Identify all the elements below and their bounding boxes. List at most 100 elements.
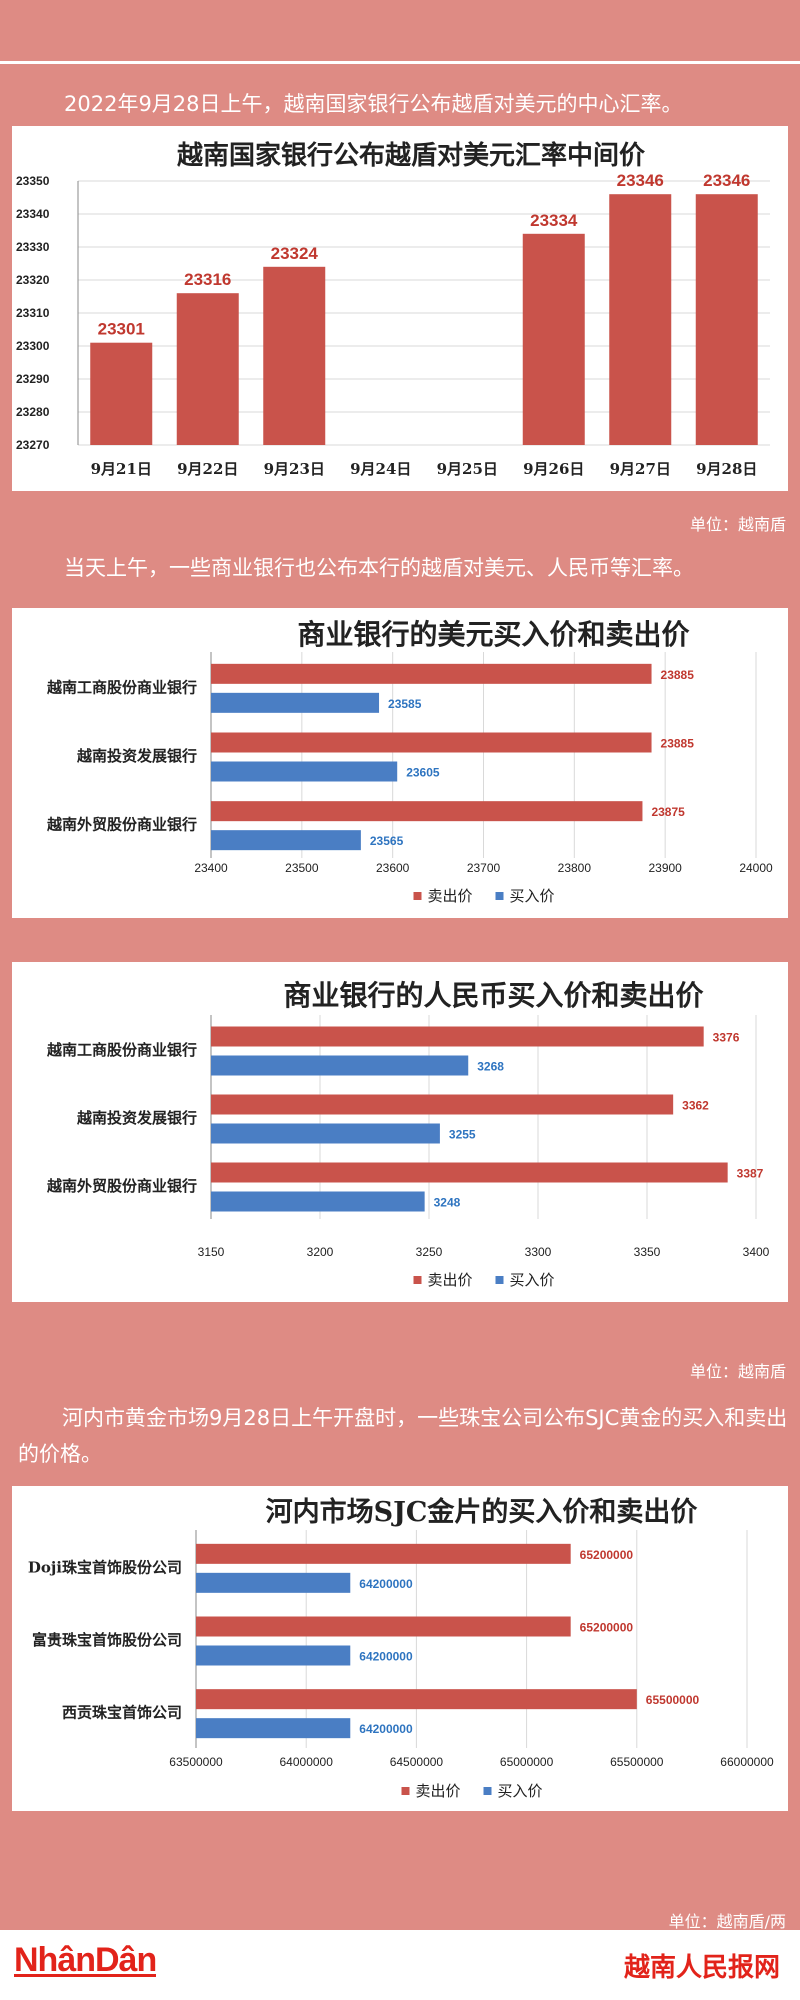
x-tick-label: 9月21日 [91,460,152,478]
legend-swatch-sell [401,1787,410,1795]
nhandan-logo: NhânDân [14,1941,157,1980]
chart-panel-cny: 商业银行的人民币买入价和卖出价 3150 3200 3250 3300 3350 3400 3… [12,962,788,1302]
bar [695,194,758,445]
bar [263,266,326,445]
x-tick-label: 65000000 [500,1755,554,1769]
bar-buy [196,1645,351,1666]
legend-label-buy: 买入价 [510,1271,555,1289]
data-label-sell: 23885 [661,737,695,751]
y-tick-label: 23290 [16,372,50,386]
footer-band [0,1930,800,2000]
y-tick-label: 23350 [16,174,50,188]
gold-price-chart: 河内市场SJC金片的买入价和卖出价 63500000 64000000 6450000… [28,1496,774,1800]
y-tick-label: 23300 [16,339,50,353]
bar [609,194,672,445]
legend-label-buy: 买入价 [510,887,555,905]
data-label-buy: 3248 [434,1196,461,1210]
x-tick-label: 65500000 [610,1755,664,1769]
data-label-buy: 23585 [388,697,422,711]
legend-label-sell: 卖出价 [428,887,473,905]
usd-rate-chart: 商业银行的美元买入价和卖出价 23400 23500 23600 23700 23800 2… [46,618,773,905]
intro-paragraph-1: 2022年9月28日上午，越南国家银行公布越盾对美元的中心汇率。 [64,92,683,116]
x-tick-label: 3150 [198,1245,225,1259]
x-tick-label: 9月28日 [696,460,757,478]
legend-label-sell: 卖出价 [428,1271,473,1289]
bar-buy [196,1718,351,1739]
chart-title: 河内市场SJC金片的买入价和卖出价 [266,1496,699,1528]
bar-buy [211,830,361,851]
x-tick-label: 3250 [416,1245,443,1259]
bar-sell [211,1094,674,1115]
unit-label-1: 单位：越南盾 [689,515,786,534]
central-rate-chart: 越南国家银行公布越盾对美元汇率中间价 23270 23280 23290 23300 23… [16,140,770,478]
bar-sell [196,1689,637,1710]
data-label: 23346 [703,171,750,190]
legend-swatch-sell [413,1276,422,1284]
x-tick-label: 23800 [558,861,592,875]
x-tick-label: 23600 [376,861,410,875]
chart-title: 商业银行的人民币买入价和卖出价 [283,979,704,1012]
bar-sell [211,801,643,822]
legend-swatch-buy [495,892,504,900]
nhandan-logo-text: NhânDân [14,1941,157,1979]
x-tick-label: 3350 [634,1245,661,1259]
bar-buy [211,692,380,713]
x-tick-label: 63500000 [169,1755,223,1769]
bar-sell [196,1543,571,1564]
cny-rate-chart: 商业银行的人民币买入价和卖出价 3150 3200 3250 3300 3350 3400 3… [46,979,770,1289]
data-label-sell: 3387 [737,1167,764,1181]
y-tick-label: 23330 [16,240,50,254]
bar-buy [196,1572,351,1593]
site-name: 越南人民报网 [623,1953,780,1983]
data-label-buy: 64200000 [359,1722,413,1736]
x-tick-label: 9月22日 [177,460,238,478]
data-label-buy: 3255 [449,1128,476,1142]
bar-buy [211,1191,425,1212]
category-label: Doji珠宝首饰股份公司 [28,1558,182,1576]
chart-panel-usd: 商业银行的美元买入价和卖出价 23400 23500 23600 23700 23800 2… [12,608,788,918]
x-tick-label: 3400 [743,1245,770,1259]
unit-label-3: 单位：越南盾/两 [668,1912,786,1931]
bar-buy [211,761,398,782]
chart-panel-central-rate: 越南国家银行公布越盾对美元汇率中间价 23270 23280 23290 23300 23… [12,126,788,491]
y-tick-label: 23280 [16,405,50,419]
data-label-sell: 23875 [651,805,685,819]
bar-sell [211,732,652,753]
x-tick-label: 64000000 [280,1755,334,1769]
y-tick-label: 23340 [16,207,50,221]
bar [522,233,585,445]
category-label: 越南外贸股份商业银行 [46,816,197,834]
x-tick-label: 9月26日 [523,460,584,478]
bar [176,293,239,445]
bar-buy [211,1055,469,1076]
x-tick-label: 3200 [307,1245,334,1259]
data-label-buy: 3268 [477,1060,504,1074]
data-label: 23334 [530,211,578,230]
header-band [0,0,800,62]
y-tick-label: 23270 [16,438,50,452]
x-tick-label: 24000 [739,861,773,875]
y-tick-label: 23310 [16,306,50,320]
data-label: 23346 [617,171,664,190]
chart-panel-gold: 河内市场SJC金片的买入价和卖出价 63500000 64000000 6450000… [12,1486,788,1811]
data-label: 23301 [98,320,145,339]
category-label: 越南投资发展银行 [76,1109,197,1127]
x-tick-label: 23400 [194,861,228,875]
legend-label-buy: 买入价 [498,1782,543,1800]
data-label-sell: 3376 [713,1031,740,1045]
header-divider [0,61,800,64]
legend-label-sell: 卖出价 [416,1782,461,1800]
data-label-sell: 23885 [661,668,695,682]
data-label: 23316 [184,270,231,289]
legend-swatch-buy [483,1787,492,1795]
data-label: 23324 [271,244,319,263]
unit-label-2: 单位：越南盾 [689,1362,786,1381]
x-tick-label: 9月25日 [437,460,498,478]
bar-buy [211,1123,440,1144]
category-label: 富贵珠宝首饰股份公司 [32,1631,182,1649]
legend-swatch-buy [495,1276,504,1284]
category-label: 越南外贸股份商业银行 [46,1177,197,1195]
category-label: 西贡珠宝首饰公司 [62,1704,182,1722]
data-label-sell: 65200000 [580,1548,634,1562]
bar-sell [211,1162,728,1183]
